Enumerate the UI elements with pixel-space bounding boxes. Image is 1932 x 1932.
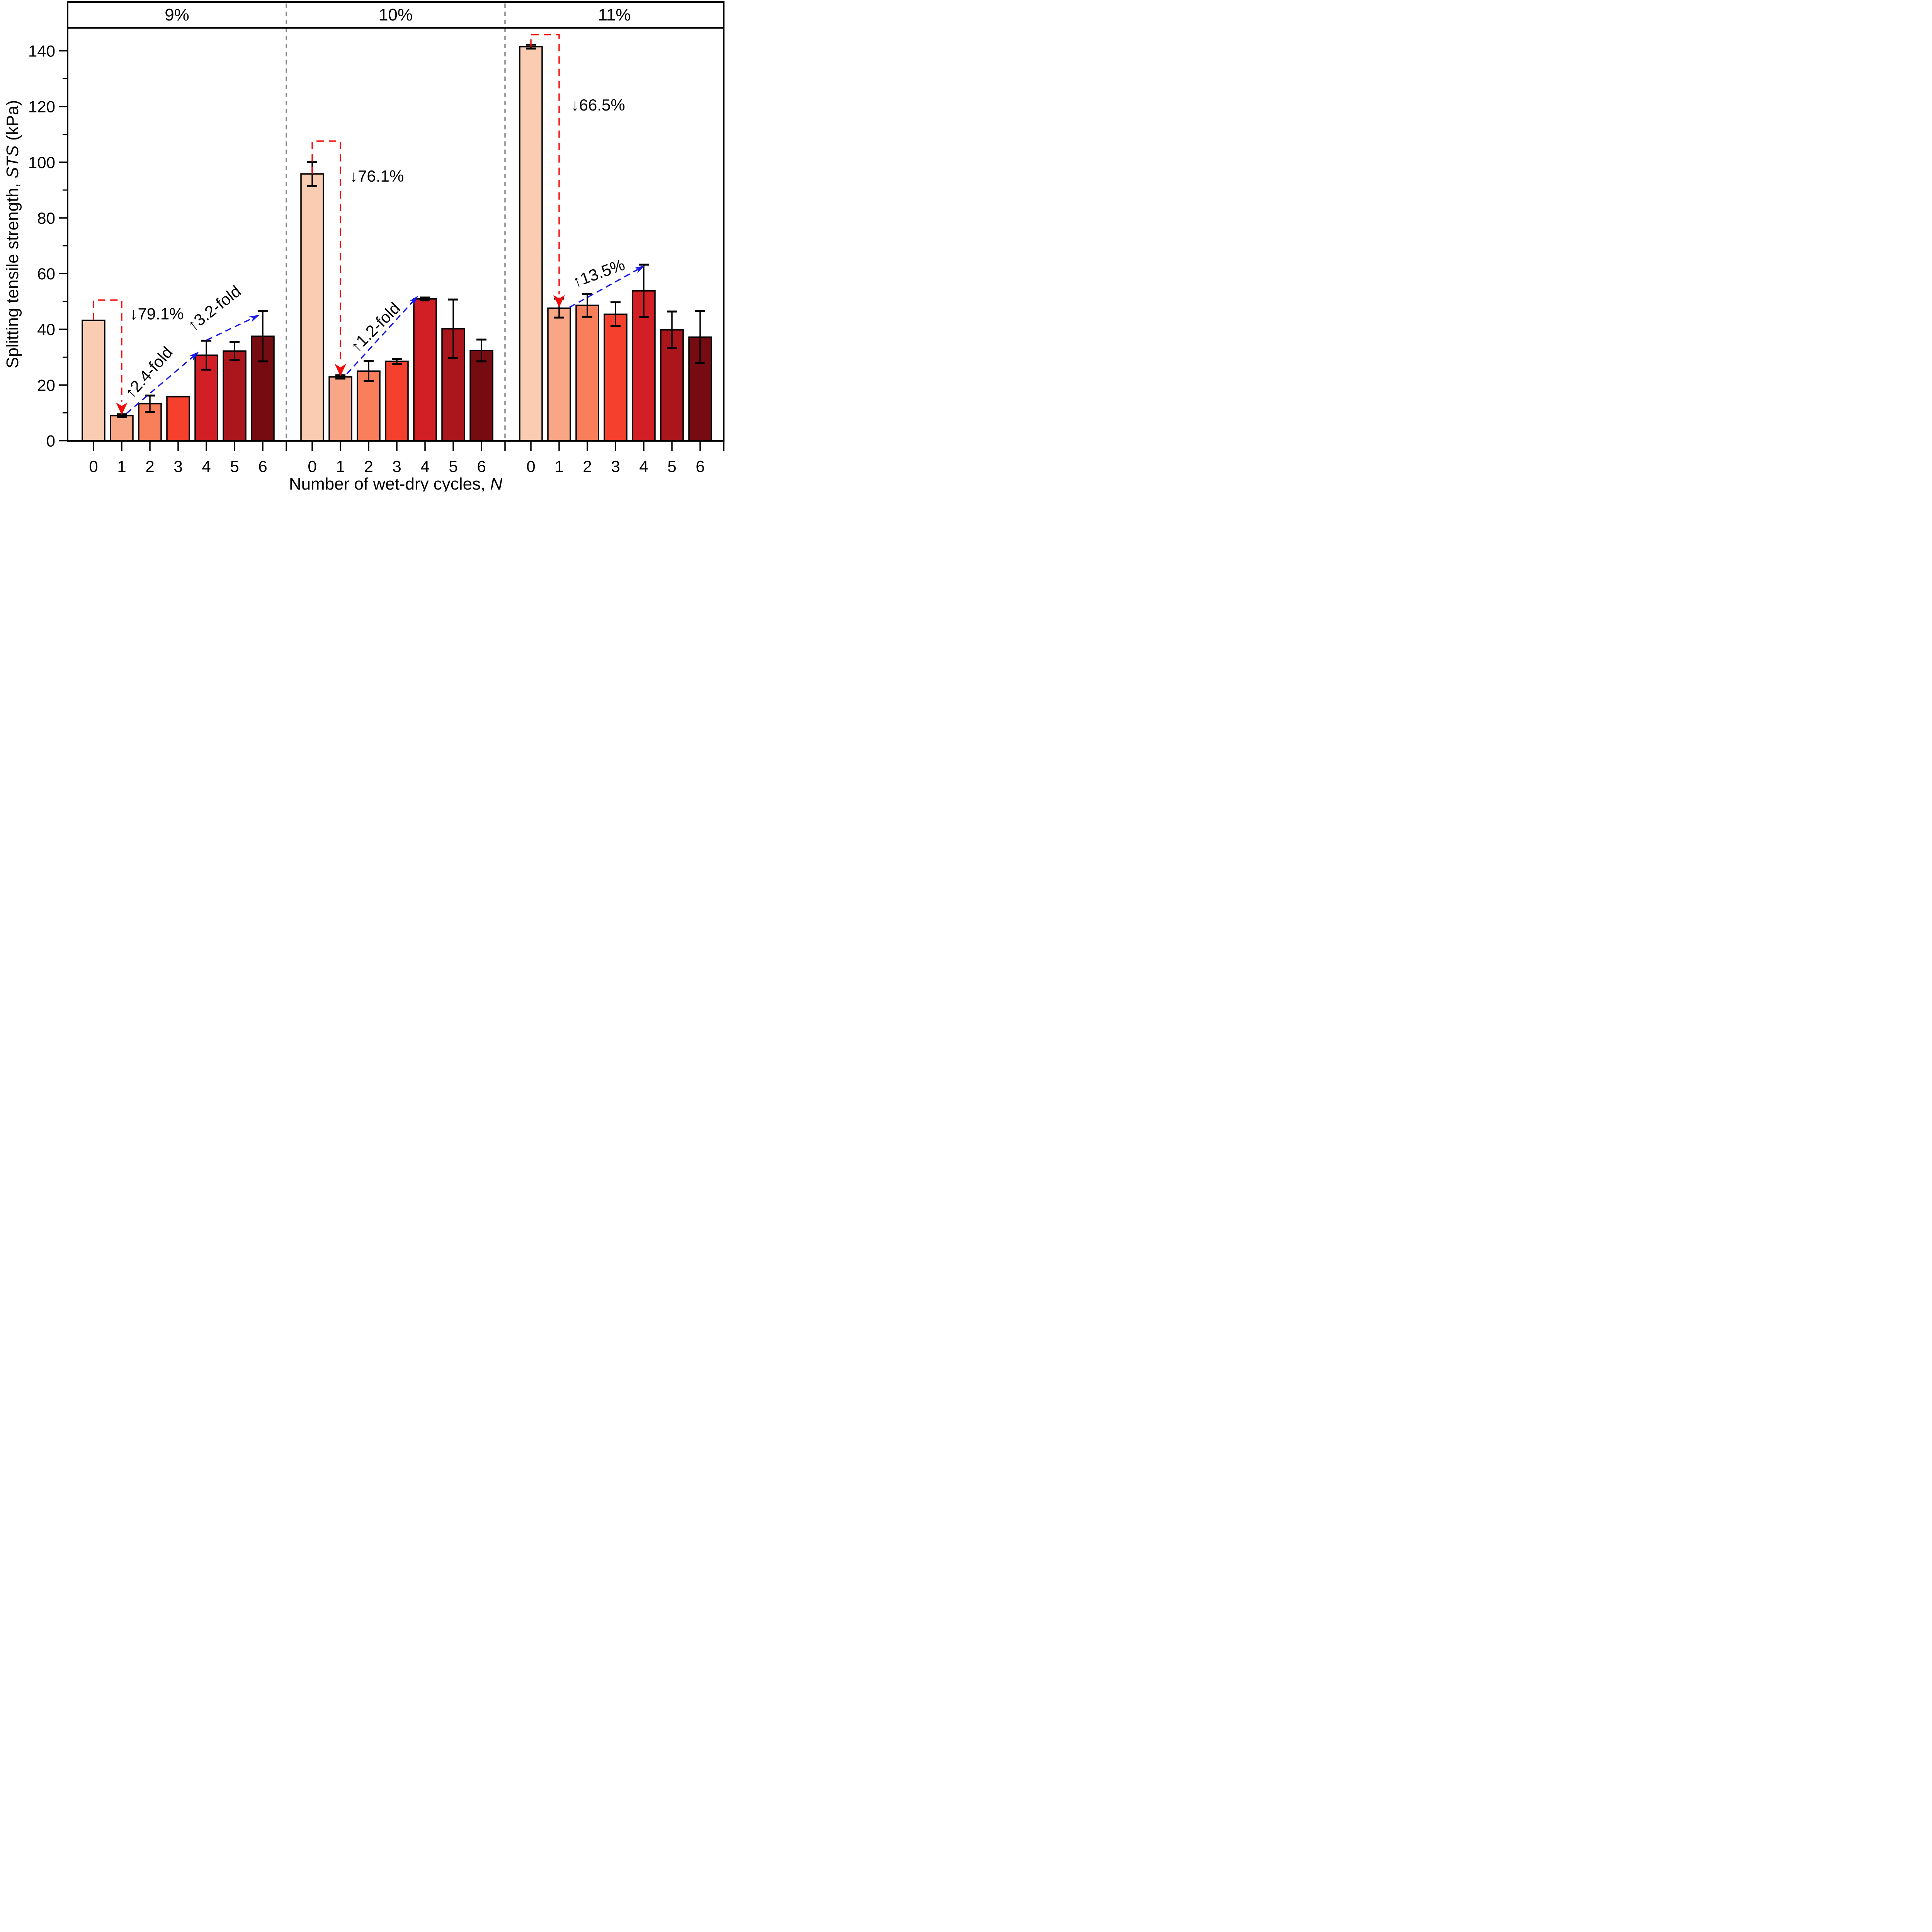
- y-axis-title-italic: STS: [3, 145, 22, 179]
- error-bar-11%-N6: [695, 310, 705, 364]
- x-axis-title-italic: N: [490, 474, 503, 492]
- drop-arrowhead: [553, 295, 565, 308]
- bar-9%-N1: [110, 415, 134, 442]
- rise-arrowhead: [249, 315, 260, 322]
- x-tick-label: 5: [449, 457, 457, 476]
- x-tick-label: 0: [89, 457, 98, 476]
- x-tick-label: 2: [583, 457, 592, 476]
- x-tick-label: 3: [173, 457, 182, 476]
- x-axis-title: Number of wet-dry cycles, N: [68, 474, 724, 492]
- y-axis-title-text: Splitting tensile strength,: [3, 178, 22, 369]
- y-tick-label: 60: [37, 265, 55, 283]
- error-bar-11%-N5: [667, 310, 677, 349]
- bar-11%-N2: [575, 304, 599, 442]
- y-tick-label: 20: [37, 376, 55, 394]
- bar-11%-N0: [519, 46, 543, 442]
- bar-11%-N3: [604, 313, 628, 442]
- bar-10%-N4: [413, 298, 437, 442]
- bar-9%-N5: [223, 350, 247, 442]
- plot-frame: [67, 1, 724, 442]
- y-tick-label: 120: [28, 98, 55, 116]
- x-tick-label: 3: [392, 457, 401, 476]
- drop-annotation-11%: ↓66.5%: [530, 34, 625, 308]
- y-axis-title: Splitting tensile strength, STS (kPa): [3, 100, 22, 369]
- error-bar-11%-N2: [582, 293, 592, 318]
- drop-arrowhead: [116, 402, 128, 415]
- rise-arrowhead: [634, 265, 645, 274]
- bar-11%-N1: [547, 307, 571, 442]
- panel-header-9pct: 9%: [165, 5, 189, 24]
- error-bar-10%-N5: [448, 298, 458, 359]
- error-bar-10%-N4: [420, 296, 430, 301]
- error-bar-10%-N3: [392, 358, 402, 365]
- drop-arrowhead: [335, 364, 346, 376]
- bar-10%-N0: [300, 173, 324, 442]
- x-tick-label: 6: [477, 457, 486, 476]
- bar-series-10%: [300, 173, 493, 442]
- bar-10%-N6: [469, 350, 493, 442]
- rise-arrowhead: [189, 351, 199, 361]
- y-tick-label: 40: [37, 320, 55, 338]
- error-bar-10%-N2: [364, 360, 374, 382]
- y-axis-title-unit: (kPa): [3, 100, 22, 146]
- x-tick-label: 1: [336, 457, 345, 476]
- drop-annotation-label: ↓76.1%: [350, 167, 404, 185]
- rise-annotation-label: ↑2.4-fold: [121, 343, 176, 401]
- error-bar-9%-N4: [201, 340, 211, 371]
- chart-canvas: ↓79.1% ↓76.1% ↓66.5% ↑2.4-fold↑3.2-fold ↑1.2…: [28, 1, 724, 476]
- rise-annotation-9%-1: ↑3.2-fold: [184, 282, 260, 341]
- y-tick-label: 140: [28, 42, 55, 60]
- y-axis: 0 20 40 60 80 100 120 140: [28, 42, 68, 450]
- x-tick-label: 5: [230, 457, 239, 476]
- y-tick-label: 0: [46, 432, 55, 450]
- drop-annotation-10%: ↓76.1%: [311, 140, 404, 376]
- error-bar-9%-N5: [230, 341, 240, 361]
- x-tick-label: 5: [667, 457, 676, 476]
- error-bar-9%-N6: [258, 310, 268, 362]
- bar-10%-N3: [385, 361, 409, 442]
- bar-series-9%: [82, 320, 275, 442]
- x-tick-label: 6: [696, 457, 704, 476]
- x-tick-label: 0: [526, 457, 535, 476]
- bar-9%-N3: [166, 396, 190, 442]
- x-tick-label: 3: [611, 457, 620, 476]
- bar-9%-N0: [82, 320, 105, 442]
- drop-annotation-9%: ↓79.1%: [93, 299, 184, 415]
- bar-10%-N1: [328, 376, 352, 442]
- x-tick-label: 4: [639, 457, 648, 476]
- drop-annotation-label: ↓66.5%: [571, 96, 625, 114]
- x-tick-label: 1: [554, 457, 563, 476]
- error-bar-10%-N6: [476, 338, 486, 362]
- x-tick-label: 1: [117, 457, 126, 476]
- x-axis-title-text: Number of wet-dry cycles,: [289, 474, 490, 492]
- x-tick-label: 4: [202, 457, 211, 476]
- x-tick-label: 2: [364, 457, 373, 476]
- y-tick-label: 100: [28, 153, 55, 172]
- error-bar-11%-N4: [639, 264, 649, 318]
- panel-header-11pct: 11%: [598, 5, 631, 24]
- panel-header-10pct: 10%: [378, 5, 413, 24]
- error-bar-11%-N3: [611, 301, 621, 327]
- rise-annotation-10%-0: ↑1.2-fold: [346, 296, 418, 374]
- x-tick-label: 0: [308, 457, 316, 476]
- x-tick-label: 4: [420, 457, 429, 476]
- y-tick-label: 80: [37, 209, 55, 227]
- rise-annotation-label: ↑13.5%: [570, 255, 627, 291]
- drop-annotation-label: ↓79.1%: [129, 305, 184, 323]
- rise-annotation-label: ↑1.2-fold: [347, 299, 403, 355]
- figure: ↓79.1% ↓76.1% ↓66.5% ↑2.4-fold ↑3.2-fold ↑1.2…: [0, 0, 726, 492]
- x-tick-label: 2: [145, 457, 154, 476]
- x-tick-label: 6: [258, 457, 267, 476]
- rise-arrowhead: [409, 296, 418, 306]
